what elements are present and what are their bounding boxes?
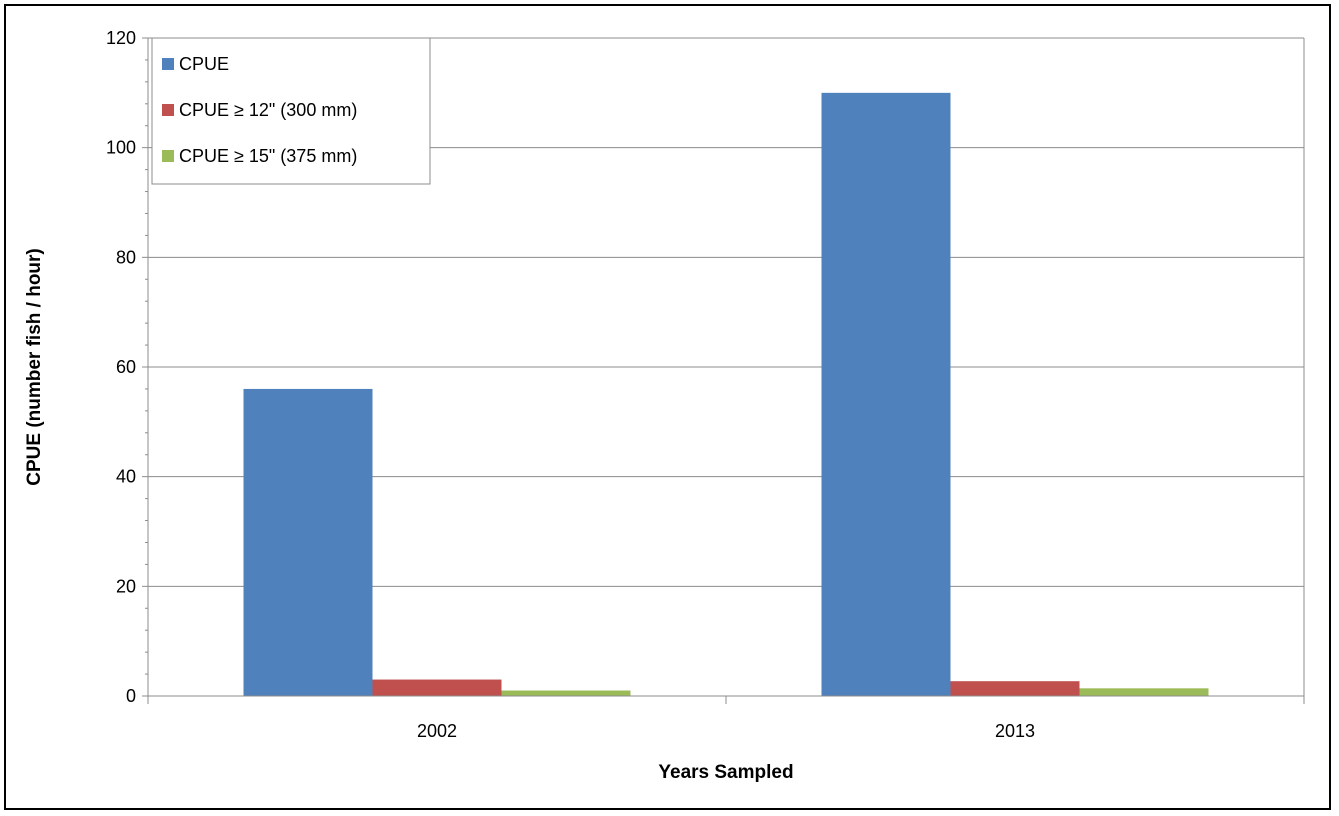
bar (1079, 688, 1209, 696)
bar (501, 690, 631, 696)
x-tick-label: 2013 (995, 721, 1035, 741)
legend-label: CPUE ≥ 15" (375 mm) (179, 146, 357, 166)
bars (243, 92, 1209, 697)
y-tick-label: 0 (126, 686, 136, 706)
y-tick-label: 20 (116, 576, 136, 596)
bar (372, 679, 502, 696)
legend-swatch (162, 150, 174, 162)
y-tick-label: 80 (116, 247, 136, 267)
y-tick-label: 40 (116, 467, 136, 487)
y-tick-labels: 0 20 40 60 80 100 120 (106, 28, 136, 706)
y-tick-label: 60 (116, 357, 136, 377)
bar-chart: 0 20 40 60 80 100 120 2002 2013 Years Sampled C… (24, 28, 1305, 783)
y-tick-label: 100 (106, 138, 136, 158)
legend-label: CPUE ≥ 12" (300 mm) (179, 100, 357, 120)
legend-box (151, 37, 431, 185)
x-axis-title: Years Sampled (658, 762, 793, 783)
chart-frame: 0 20 40 60 80 100 120 2002 2013 Years Sampled C… (4, 4, 1331, 810)
legend-label: CPUE (179, 54, 229, 74)
bar (950, 681, 1080, 696)
legend-swatch (162, 104, 174, 116)
bar (821, 92, 951, 697)
legend: CPUE CPUE ≥ 12" (300 mm) CPUE ≥ 15" (375 m… (151, 37, 431, 185)
axes (142, 37, 1305, 704)
bar (243, 388, 373, 696)
y-axis-title: CPUE (number fish / hour) (24, 248, 45, 486)
y-tick-label: 120 (106, 28, 136, 48)
legend-swatch (162, 58, 174, 70)
x-tick-label: 2002 (417, 721, 457, 741)
x-tick-labels: 2002 2013 (417, 721, 1035, 741)
